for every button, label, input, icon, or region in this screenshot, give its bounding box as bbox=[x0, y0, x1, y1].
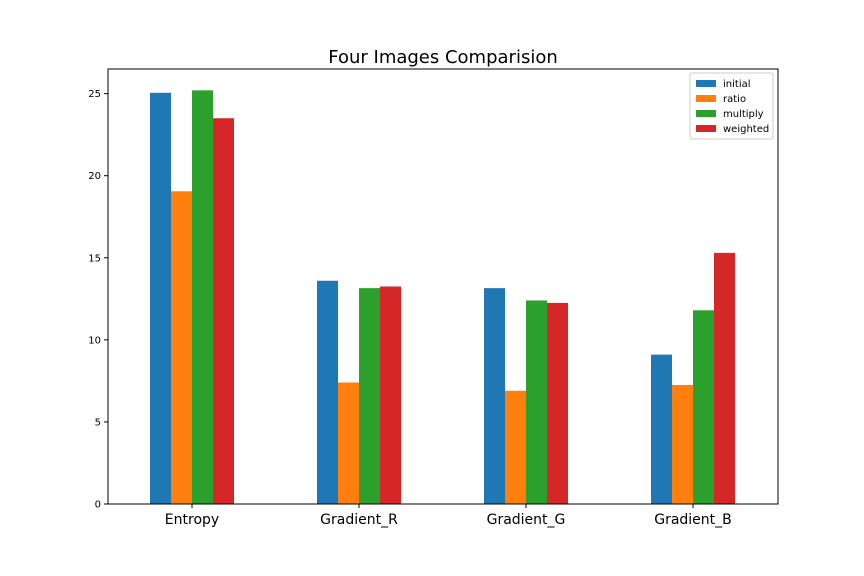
legend-label-weighted: weighted bbox=[723, 124, 769, 135]
legend-swatch-multiply bbox=[696, 110, 716, 117]
y-tick-label: 0 bbox=[95, 500, 101, 511]
bar-initial-gradient_b bbox=[651, 354, 672, 504]
legend-label-initial: initial bbox=[723, 79, 751, 90]
bar-multiply-gradient_g bbox=[526, 300, 547, 504]
legend-label-ratio: ratio bbox=[723, 94, 746, 105]
y-tick-label: 10 bbox=[88, 335, 101, 346]
bar-ratio-gradient_b bbox=[672, 384, 693, 504]
x-tick-label: Entropy bbox=[165, 512, 219, 528]
legend-swatch-ratio bbox=[696, 95, 716, 102]
y-tick-label: 15 bbox=[88, 253, 101, 264]
x-tick-label: Gradient_B bbox=[654, 512, 732, 528]
legend-label-multiply: multiply bbox=[723, 109, 764, 120]
bar-initial-gradient_r bbox=[317, 280, 338, 504]
bar-weighted-gradient_b bbox=[714, 252, 735, 504]
x-tick-label: Gradient_G bbox=[487, 512, 566, 528]
bar-ratio-entropy bbox=[171, 191, 192, 504]
bar-ratio-gradient_g bbox=[505, 390, 526, 504]
bars-group bbox=[150, 90, 735, 505]
legend-swatch-weighted bbox=[696, 125, 716, 132]
y-tick-label: 20 bbox=[88, 171, 101, 182]
legend-box bbox=[689, 72, 774, 140]
y-axis: 0 5 10 15 20 25 bbox=[88, 89, 108, 511]
bar-initial-gradient_g bbox=[484, 288, 505, 504]
y-tick-label: 5 bbox=[95, 417, 101, 428]
bar-weighted-gradient_g bbox=[547, 302, 568, 504]
bar-initial-entropy bbox=[150, 92, 171, 505]
bar-weighted-entropy bbox=[213, 118, 234, 504]
bar-ratio-gradient_r bbox=[338, 382, 359, 504]
x-axis: Entropy Gradient_R Gradient_G Gradient_B bbox=[165, 504, 732, 528]
legend-swatch-initial bbox=[696, 80, 716, 87]
plot-frame bbox=[107, 68, 779, 505]
x-tick-label: Gradient_R bbox=[320, 512, 398, 528]
chart-title: Four Images Comparision bbox=[328, 47, 558, 68]
bar-multiply-entropy bbox=[192, 90, 213, 504]
bar-multiply-gradient_b bbox=[693, 310, 714, 504]
bar-multiply-gradient_r bbox=[359, 288, 380, 504]
y-tick-label: 25 bbox=[88, 89, 101, 100]
bar-weighted-gradient_r bbox=[380, 286, 401, 504]
legend: initial ratio multiply weighted bbox=[689, 72, 774, 140]
